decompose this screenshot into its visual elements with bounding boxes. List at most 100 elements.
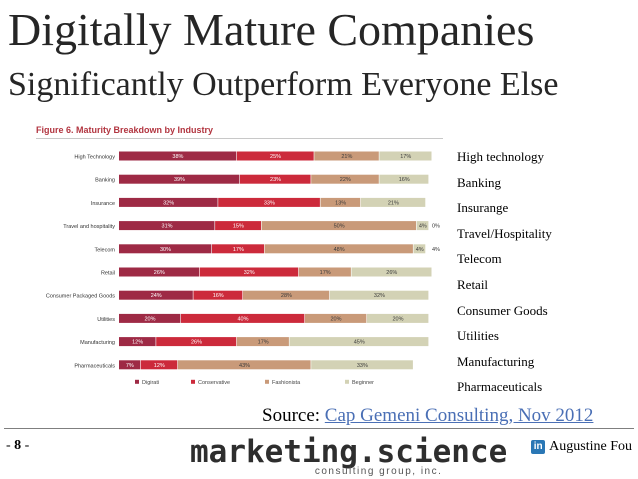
data-label: 32% — [374, 293, 385, 299]
data-label: 4% — [432, 247, 440, 253]
bar-segment — [119, 151, 237, 161]
legend-swatch — [191, 379, 195, 384]
data-label: 40% — [237, 316, 248, 322]
category-label: High Technology — [74, 155, 115, 161]
bar-segment — [261, 221, 416, 231]
category-label: Retail — [101, 271, 115, 277]
data-label: 4% — [416, 247, 424, 253]
industry-label: Manufacturing — [457, 353, 535, 369]
industry-label: Retail — [457, 276, 489, 292]
data-label: 12% — [132, 340, 143, 346]
linkedin-icon[interactable]: in — [531, 440, 546, 454]
bar-segment — [156, 337, 237, 347]
author-name: Augustine Fou — [549, 439, 632, 454]
data-label: 48% — [334, 247, 345, 253]
category-label: Travel and hospitality — [63, 224, 115, 230]
data-label: 20% — [144, 316, 155, 322]
bar-segment — [351, 267, 432, 277]
legend-swatch — [345, 379, 349, 384]
bar-segment — [239, 174, 311, 184]
chart-title-rule — [36, 138, 443, 139]
data-label: 39% — [174, 177, 185, 183]
data-label: 32% — [244, 270, 255, 276]
slide-title-line-1: Digitally Mature Companies — [8, 4, 535, 55]
bar-segment — [367, 313, 429, 323]
bar-segment — [119, 197, 218, 207]
data-label: 24% — [151, 293, 162, 299]
data-label: 4% — [419, 224, 427, 230]
category-label: Banking — [95, 178, 115, 184]
data-label: 23% — [270, 177, 281, 183]
data-label: 26% — [191, 340, 202, 346]
logo-tagline: consulting group, inc. — [314, 466, 443, 477]
data-label: 26% — [154, 270, 165, 276]
data-label: 20% — [330, 316, 341, 322]
data-label: 43% — [239, 363, 250, 369]
data-label: 17% — [320, 270, 331, 276]
bar-segment — [119, 337, 156, 347]
bar-segment — [215, 221, 261, 231]
source-line: Source: Cap Gemeni Consulting, Nov 2012 — [262, 405, 593, 427]
category-label: Insurance — [91, 201, 115, 207]
bar-segment — [243, 290, 330, 300]
logo-wordmark: marketing.science — [190, 434, 508, 470]
data-label: 17% — [233, 247, 244, 253]
category-label: Utilities — [97, 317, 115, 323]
data-label: 20% — [392, 316, 403, 322]
data-label: 21% — [341, 154, 352, 160]
bar-segment — [360, 197, 426, 207]
author-credit[interactable]: in Augustine Fou — [531, 439, 632, 455]
industry-label: Insurange — [457, 200, 509, 216]
bar-segment — [311, 360, 413, 370]
data-label: 50% — [334, 224, 345, 230]
data-label: 22% — [340, 177, 351, 183]
source-link[interactable]: Cap Gemeni Consulting, Nov 2012 — [324, 405, 594, 426]
bar-segment — [314, 151, 379, 161]
data-label: 32% — [163, 200, 174, 206]
industry-label: Utilities — [457, 328, 499, 344]
page-number: - 8 - — [6, 438, 30, 453]
industry-label: Consumer Goods — [457, 302, 548, 318]
bar-segment — [119, 360, 141, 370]
bar-segment — [264, 244, 413, 254]
maturity-chart: Figure 6. Maturity Breakdown by Industry… — [27, 121, 445, 409]
page-number-value: 8 — [14, 438, 22, 453]
chart-title: Figure 6. Maturity Breakdown by Industry — [36, 125, 214, 135]
industry-label: Pharmaceuticals — [457, 379, 543, 395]
data-label: 25% — [270, 154, 281, 160]
data-label: 17% — [400, 154, 411, 160]
industry-label: Banking — [457, 174, 502, 190]
data-label: 45% — [354, 340, 365, 346]
bar-segment — [311, 174, 379, 184]
bar-segment — [193, 290, 243, 300]
bar-segment — [236, 337, 289, 347]
category-label: Pharmaceuticals — [74, 363, 115, 369]
data-label: 38% — [172, 154, 183, 160]
bar-segment — [119, 174, 240, 184]
category-label: Manufacturing — [80, 340, 115, 346]
legend-label: Conservative — [198, 380, 230, 386]
data-label: 21% — [388, 200, 399, 206]
bar-segment — [218, 197, 320, 207]
category-label: Consumer Packaged Goods — [46, 294, 115, 300]
source-prefix: Source: — [262, 405, 325, 426]
legend-swatch — [135, 379, 139, 384]
bar-segment — [236, 151, 314, 161]
data-label: 33% — [264, 200, 275, 206]
data-label: 26% — [386, 270, 397, 276]
data-label: 30% — [160, 247, 171, 253]
data-label: 12% — [154, 363, 165, 369]
bar-segment — [379, 174, 429, 184]
data-label: 33% — [357, 363, 368, 369]
data-label: 17% — [258, 340, 269, 346]
data-label: 16% — [213, 293, 224, 299]
data-label: 28% — [281, 293, 292, 299]
bar-segment — [181, 313, 305, 323]
bar-segment — [379, 151, 432, 161]
bar-segment — [416, 221, 429, 231]
footer-divider — [4, 428, 634, 429]
bar-segment — [119, 313, 181, 323]
data-label: 13% — [335, 200, 346, 206]
data-label: 0% — [432, 224, 440, 230]
bar-segment — [119, 290, 193, 300]
